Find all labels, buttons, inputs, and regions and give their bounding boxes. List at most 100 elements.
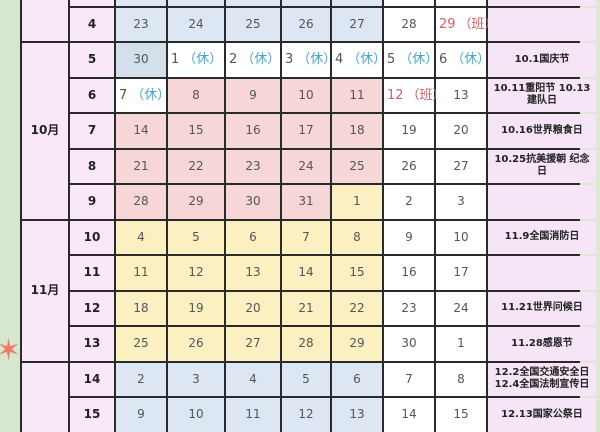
week-number: 4 bbox=[70, 7, 114, 41]
day-cell: 23 bbox=[116, 7, 166, 41]
day-number: 10 bbox=[298, 87, 314, 102]
day-cell: 22 bbox=[332, 291, 382, 325]
day-number: 19 bbox=[188, 300, 204, 315]
day-cell: 15 bbox=[436, 398, 486, 432]
day-number: 26 bbox=[401, 158, 417, 173]
day-number: 31 bbox=[298, 194, 314, 209]
holiday-tag: （休） bbox=[131, 87, 171, 103]
day-number: 6 bbox=[353, 371, 361, 386]
day-cell: 23 bbox=[226, 149, 280, 183]
day-cell: 8 bbox=[436, 362, 486, 396]
day-cell: 26 bbox=[384, 149, 434, 183]
day-number: 3 bbox=[285, 52, 294, 68]
day-cell: 1 （休） bbox=[168, 43, 224, 77]
day-number: 15 bbox=[349, 265, 365, 280]
day-number: 11 bbox=[245, 407, 261, 422]
day-number: 22 bbox=[188, 158, 204, 173]
festival-note bbox=[488, 185, 596, 219]
day-number: 9 bbox=[137, 407, 145, 422]
day-number: 28 bbox=[298, 336, 314, 351]
day-cell: 11 bbox=[116, 256, 166, 290]
day-cell: 4 bbox=[116, 220, 166, 254]
month-label bbox=[22, 362, 68, 432]
week-number: 15 bbox=[70, 398, 114, 432]
day-number: 30 bbox=[401, 336, 417, 351]
day-number: 4 bbox=[249, 371, 257, 386]
day-number: 16 bbox=[245, 123, 261, 138]
day-cell bbox=[282, 0, 330, 6]
day-cell: 30 bbox=[116, 43, 166, 77]
week-number: 13 bbox=[70, 327, 114, 361]
day-cell: 17 bbox=[436, 256, 486, 290]
day-cell bbox=[384, 0, 434, 6]
week-number: 9 bbox=[70, 185, 114, 219]
day-number: 17 bbox=[298, 123, 314, 138]
day-number: 18 bbox=[349, 123, 365, 138]
day-cell: 28 bbox=[116, 185, 166, 219]
month-label: 10月 bbox=[22, 43, 68, 219]
day-number: 20 bbox=[245, 300, 261, 315]
day-cell: 24 bbox=[168, 7, 224, 41]
day-cell: 14 bbox=[116, 114, 166, 148]
day-cell: 20 bbox=[436, 114, 486, 148]
day-cell: 28 bbox=[282, 327, 330, 361]
festival-note: 11.9全国消防日 bbox=[488, 220, 596, 254]
festival-note: 10.25抗美援朝 纪念日 bbox=[488, 149, 596, 183]
day-cell: 5 （休） bbox=[384, 43, 438, 77]
day-number: 7 bbox=[119, 87, 128, 103]
day-number: 23 bbox=[401, 300, 417, 315]
day-number: 14 bbox=[401, 407, 417, 422]
day-number: 8 bbox=[457, 371, 465, 386]
day-cell: 2 bbox=[384, 185, 434, 219]
festival-note: 10.16世界粮食日 bbox=[488, 114, 596, 148]
day-number: 25 bbox=[133, 336, 149, 351]
day-cell: 25 bbox=[332, 149, 382, 183]
day-number: 3 bbox=[192, 371, 200, 386]
month-label: 11月 bbox=[22, 220, 68, 361]
day-number: 16 bbox=[401, 265, 417, 280]
day-number: 23 bbox=[133, 16, 149, 31]
day-cell bbox=[226, 0, 280, 6]
day-number: 5 bbox=[302, 371, 310, 386]
day-number: 6 bbox=[439, 52, 448, 68]
calendar-table: 10月 11月 4 23 24 25 26 27 28 29 （班） 5 30 1 （休） 2 （休） 3 （休） 4… bbox=[20, 0, 596, 432]
day-number: 25 bbox=[245, 16, 261, 31]
day-number: 5 bbox=[387, 52, 396, 68]
day-number: 4 bbox=[137, 229, 145, 244]
day-number: 13 bbox=[453, 87, 469, 102]
day-cell: 18 bbox=[332, 114, 382, 148]
holiday-tag: （休） bbox=[183, 52, 223, 68]
day-cell: 4 bbox=[226, 362, 280, 396]
week-number: 14 bbox=[70, 362, 114, 396]
day-cell: 9 bbox=[226, 78, 280, 112]
workday-tag: （班） bbox=[406, 87, 446, 103]
day-number: 7 bbox=[302, 229, 310, 244]
day-number: 13 bbox=[245, 265, 261, 280]
week-number: 8 bbox=[70, 149, 114, 183]
day-number: 1 bbox=[171, 52, 180, 68]
day-cell: 7 （休） bbox=[116, 78, 170, 112]
day-cell: 18 bbox=[116, 291, 166, 325]
day-number: 2 bbox=[405, 194, 413, 209]
day-number: 14 bbox=[133, 123, 149, 138]
week-number: 12 bbox=[70, 291, 114, 325]
day-cell: 14 bbox=[384, 398, 434, 432]
day-cell: 12 bbox=[282, 398, 330, 432]
day-cell: 16 bbox=[226, 114, 280, 148]
day-number: 11 bbox=[133, 265, 149, 280]
day-number: 30 bbox=[133, 52, 149, 67]
holiday-tag: （休） bbox=[347, 52, 387, 68]
day-cell: 30 bbox=[384, 327, 434, 361]
day-cell: 17 bbox=[282, 114, 330, 148]
day-cell: 10 bbox=[436, 220, 486, 254]
week-number: 11 bbox=[70, 256, 114, 290]
day-number: 28 bbox=[401, 16, 417, 31]
day-cell: 29 bbox=[168, 185, 224, 219]
day-number: 10 bbox=[453, 229, 469, 244]
day-cell: 25 bbox=[226, 7, 280, 41]
day-cell: 27 bbox=[226, 327, 280, 361]
day-number: 9 bbox=[405, 229, 413, 244]
day-number: 12 bbox=[387, 87, 404, 103]
day-cell: 3 bbox=[436, 185, 486, 219]
day-number: 2 bbox=[229, 52, 238, 68]
